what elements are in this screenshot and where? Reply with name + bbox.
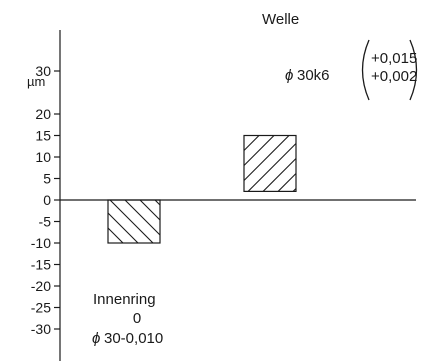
hatch-line: [124, 200, 160, 236]
axis-tick-label: -25: [31, 300, 51, 316]
unit-label: µm: [27, 74, 45, 89]
hatch-line: [200, 200, 243, 243]
axis-tick-label: -20: [31, 278, 51, 294]
axis-tick-label: 15: [35, 128, 51, 144]
hatch-line: [292, 187, 296, 192]
hatch-line: [323, 136, 379, 192]
axis-tick-label: 5: [43, 171, 51, 187]
hatch-line: [108, 227, 124, 243]
hatch-line: [170, 200, 213, 243]
shaft-lower-deviation: +0,002: [371, 68, 417, 85]
inner-ring-field-box: [107, 199, 161, 244]
hatch-line: [244, 135, 260, 152]
axis-tick-label: -30: [31, 321, 51, 337]
axis-tick-label: 20: [35, 106, 51, 122]
hatch-line: [338, 136, 394, 192]
hatch-line: [262, 157, 296, 192]
inner-ring-upper-deviation: 0: [133, 310, 141, 327]
axis-tick-label: -5: [39, 214, 52, 230]
shaft-diameter-symbol: ϕ: [285, 67, 293, 84]
shaft-hatching: [244, 135, 394, 192]
hatch-line: [108, 242, 109, 243]
axis-tick-label: 10: [35, 149, 51, 165]
inner-ring-designation: 30-0,010: [104, 330, 163, 347]
shaft-title: Welle: [262, 11, 299, 28]
hatch-line: [139, 200, 160, 221]
hatch-line: [308, 136, 364, 192]
left-parenthesis: [361, 39, 370, 101]
shaft-upper-deviation: +0,015: [371, 50, 417, 67]
inner-ring-title: Innenring: [93, 291, 156, 308]
hatch-line: [277, 172, 296, 192]
axis-tick-label: -15: [31, 257, 51, 273]
axis-tick-label: 0: [43, 192, 51, 208]
right-parenthesis: [409, 39, 418, 101]
shaft-tolerance-field: [243, 134, 394, 193]
hatch-line: [109, 200, 154, 243]
axis-tick-label: -10: [31, 235, 51, 251]
hatch-line: [244, 135, 245, 137]
axis-ticks: 30 20 15 10 5 0 -5 -10 -15 -20 -25 -30: [31, 63, 60, 337]
hatch-line: [185, 200, 228, 243]
inner-ring-tolerance-field: [107, 199, 243, 244]
hatch-line: [247, 142, 296, 192]
shaft-field-box: [243, 134, 297, 193]
hatch-line: [244, 135, 275, 167]
hatch-line: [154, 200, 160, 206]
hatch-line: [108, 212, 139, 243]
axis-tick-label: 30: [35, 63, 51, 79]
inner-ring-hatching: [108, 200, 243, 243]
hatch-line: [244, 135, 290, 182]
inner-ring-diameter-symbol: ϕ: [92, 330, 100, 347]
shaft-designation: 30k6: [297, 67, 330, 84]
